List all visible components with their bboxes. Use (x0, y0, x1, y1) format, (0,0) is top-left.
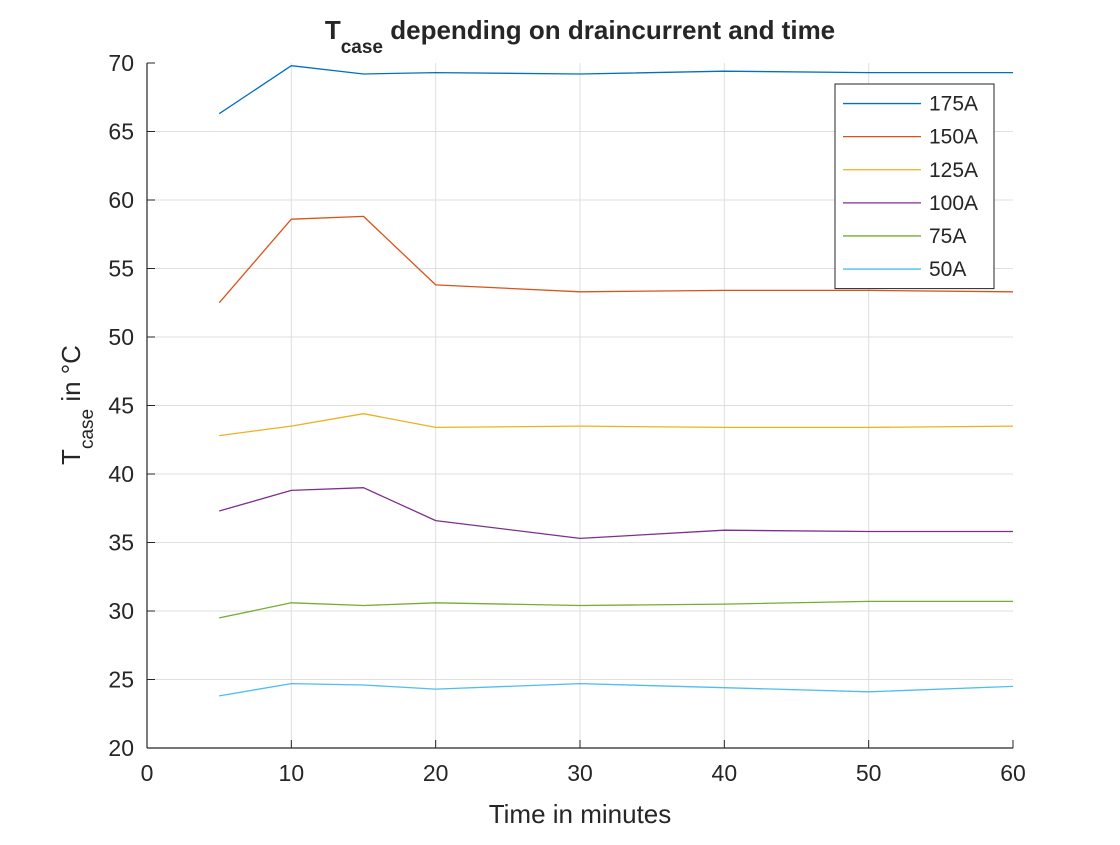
x-tick-label: 50 (856, 760, 882, 786)
x-axis-label: Time in minutes (489, 799, 672, 829)
chart-title: Tcase depending on draincurrent and time (325, 15, 835, 58)
legend-label-175A: 175A (929, 93, 978, 116)
series-line-125A (219, 413, 1014, 437)
series-line-100A (219, 487, 1013, 540)
axes (146, 62, 1014, 749)
x-tick-label: 0 (141, 760, 154, 786)
y-tick-label: 25 (108, 667, 134, 693)
legend-label-150A: 150A (929, 126, 978, 149)
y-tick-label: 50 (108, 324, 134, 350)
y-tick-label: 65 (108, 119, 134, 145)
legend-box (834, 83, 995, 290)
x-tick-label: 30 (567, 760, 593, 786)
series-line-175A (218, 65, 1013, 115)
grid (147, 63, 1013, 748)
series-lines (218, 65, 1014, 697)
legend: 175A 150A 125A 100A 75A 50A (834, 83, 995, 290)
tick-labels: 0 10 20 30 40 50 60 20 25 30 35 40 45 50 55 60 65 70 (108, 50, 1025, 786)
y-tick-label: 70 (108, 50, 134, 76)
x-tick-label: 10 (279, 760, 305, 786)
x-tick-label: 40 (712, 760, 738, 786)
legend-label-125A: 125A (929, 159, 978, 182)
legend-label-75A: 75A (929, 225, 966, 248)
y-tick-label: 20 (108, 735, 134, 761)
series-line-75A (219, 600, 1013, 619)
legend-label-50A: 50A (929, 258, 966, 281)
y-tick-label: 60 (108, 187, 134, 213)
y-tick-label: 45 (108, 393, 134, 419)
x-tick-label: 20 (423, 760, 449, 786)
legend-label-100A: 100A (929, 192, 978, 215)
y-tick-label: 40 (108, 461, 134, 487)
y-axis-label: Tcase in °C (56, 345, 98, 465)
y-tick-label: 55 (108, 256, 134, 282)
series-line-50A (219, 682, 1014, 697)
y-tick-label: 30 (108, 598, 134, 624)
y-tick-label: 35 (108, 530, 134, 556)
series-line-150A (218, 215, 1014, 304)
x-tick-label: 60 (1000, 760, 1026, 786)
